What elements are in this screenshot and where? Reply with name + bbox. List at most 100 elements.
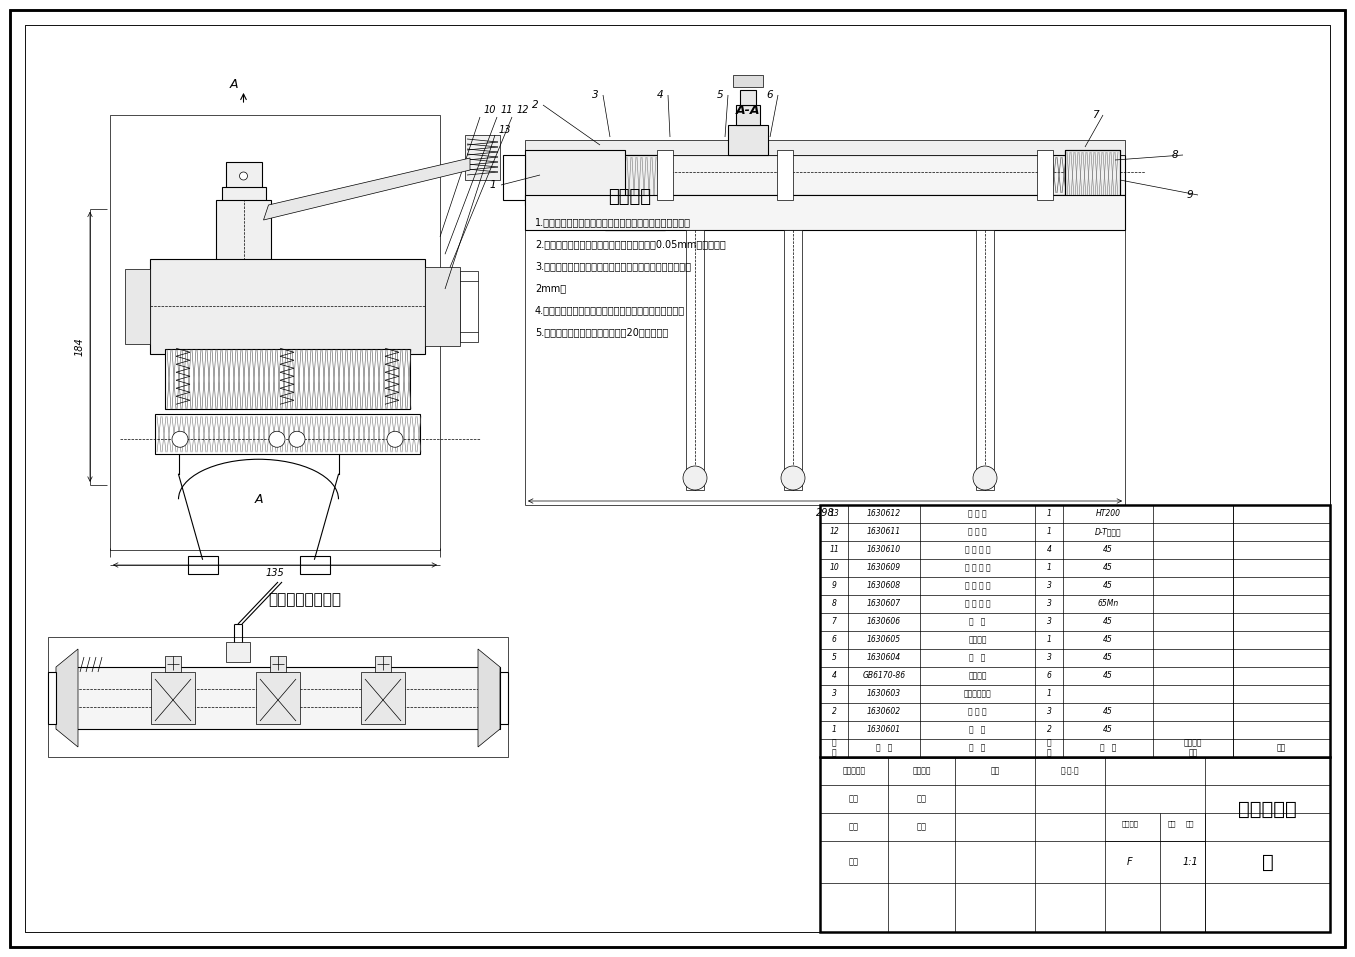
Text: 自 锁 钢 球: 自 锁 钢 球 (965, 582, 991, 590)
Text: 操纵机构总: 操纵机构总 (1238, 800, 1297, 819)
Text: 1630603: 1630603 (867, 689, 901, 699)
Text: A-A: A-A (736, 103, 760, 117)
Text: 标记处数分: 标记处数分 (843, 767, 866, 775)
Text: 1630608: 1630608 (867, 582, 901, 590)
Text: 4: 4 (832, 672, 836, 680)
Circle shape (780, 466, 805, 490)
Text: 45: 45 (1103, 654, 1112, 662)
Bar (375, 656, 392, 672)
Polygon shape (56, 649, 79, 747)
Text: 1630604: 1630604 (867, 654, 901, 662)
Text: 7: 7 (832, 617, 836, 627)
Bar (524, 140, 1125, 155)
Bar (524, 150, 625, 205)
Text: 5: 5 (717, 90, 724, 100)
Text: 3: 3 (1046, 599, 1051, 609)
Text: 1: 1 (1046, 564, 1051, 572)
Text: 45: 45 (1103, 725, 1112, 735)
Text: 298: 298 (816, 508, 835, 518)
Text: HT200: HT200 (1095, 509, 1121, 519)
Text: 3: 3 (832, 689, 836, 699)
Bar (221, 187, 266, 205)
Text: 45: 45 (1103, 707, 1112, 717)
Text: 2: 2 (531, 100, 538, 110)
Text: 12: 12 (516, 105, 530, 115)
Text: 45: 45 (1103, 672, 1112, 680)
Text: A: A (229, 78, 237, 92)
Text: 8: 8 (832, 599, 836, 609)
Text: 12: 12 (829, 527, 839, 537)
Circle shape (270, 432, 285, 447)
Bar (270, 656, 286, 672)
Text: 10: 10 (484, 105, 496, 115)
Text: 变速器拨叉轴总成: 变速器拨叉轴总成 (268, 592, 341, 608)
Bar (47, 637, 508, 757)
Bar (125, 269, 150, 345)
Text: 3: 3 (1046, 654, 1051, 662)
Text: 5.应进行换档次数试验，断车应在20万次以上。: 5.应进行换档次数试验，断车应在20万次以上。 (535, 327, 668, 337)
Text: 3: 3 (1046, 582, 1051, 590)
Bar (225, 162, 262, 190)
Text: 1: 1 (1046, 635, 1051, 644)
Text: 技术要求: 技术要求 (608, 188, 652, 206)
Bar (425, 267, 459, 346)
Text: 图样代号: 图样代号 (913, 767, 931, 775)
Polygon shape (478, 649, 500, 747)
Text: 拨   叉: 拨 叉 (969, 617, 985, 627)
Bar (524, 155, 604, 195)
Text: 单件设计
重量: 单件设计 重量 (1184, 738, 1202, 758)
Bar (256, 672, 299, 724)
Bar (976, 230, 995, 490)
Text: 批准: 批准 (917, 822, 927, 832)
Text: 轴   套: 轴 套 (969, 725, 985, 735)
Bar (215, 200, 271, 342)
Text: 签名: 签名 (991, 767, 1000, 775)
Bar (820, 505, 1331, 757)
Bar (524, 195, 1125, 230)
Text: 描绘: 描绘 (917, 794, 927, 804)
Text: 1:1: 1:1 (1182, 857, 1198, 867)
Bar (524, 155, 1125, 195)
Text: 序
号: 序 号 (832, 738, 836, 758)
Bar (165, 349, 411, 410)
Text: 135: 135 (266, 568, 285, 578)
Text: D-T腈橡胶: D-T腈橡胶 (1095, 527, 1122, 537)
Text: 6: 6 (1046, 672, 1051, 680)
Text: 1: 1 (489, 180, 496, 190)
Bar (1065, 150, 1121, 200)
Text: 1630606: 1630606 (867, 617, 901, 627)
Text: 4: 4 (657, 90, 664, 100)
Text: 45: 45 (1103, 564, 1112, 572)
Text: A: A (255, 493, 263, 505)
Circle shape (388, 432, 402, 447)
Text: 11: 11 (829, 545, 839, 554)
Text: 拨 叉 轴: 拨 叉 轴 (969, 707, 986, 717)
Text: 名   称: 名 称 (969, 744, 985, 752)
Text: 自 锁 弹 簧: 自 锁 弹 簧 (965, 599, 991, 609)
Bar (226, 642, 251, 662)
Text: 成: 成 (1262, 853, 1274, 872)
Text: 9: 9 (1187, 190, 1194, 200)
Bar (604, 155, 665, 230)
Bar (150, 672, 195, 724)
Bar (299, 556, 329, 574)
Text: 4.在操纵机构凋配之后，进行运动试验，避免运动干涉；: 4.在操纵机构凋配之后，进行运动试验，避免运动干涉； (535, 305, 686, 315)
Bar (657, 150, 673, 200)
Text: 45: 45 (1103, 582, 1112, 590)
Text: 2.应检查与变速箱箱体结合面的密封性，并用0.05mm塞尺检查；: 2.应检查与变速箱箱体结合面的密封性，并用0.05mm塞尺检查； (535, 239, 726, 249)
Text: 7: 7 (1092, 110, 1099, 120)
Text: 2: 2 (832, 707, 836, 717)
Text: 13: 13 (499, 125, 511, 135)
Bar (500, 672, 508, 724)
Text: 数
量: 数 量 (1046, 738, 1051, 758)
Bar (1045, 155, 1104, 195)
Circle shape (683, 466, 707, 490)
Bar (820, 505, 1331, 757)
Text: 1630610: 1630610 (867, 545, 901, 554)
Bar (459, 271, 478, 343)
Text: 10: 10 (829, 564, 839, 572)
Text: 6: 6 (832, 635, 836, 644)
Text: 1: 1 (1046, 689, 1051, 699)
Text: 1.在装配前，应在配合、密封、螺纹联接处涂少量润滑脂；: 1.在装配前，应在配合、密封、螺纹联接处涂少量润滑脂； (535, 217, 691, 227)
Text: 换 档 管: 换 档 管 (969, 509, 986, 519)
